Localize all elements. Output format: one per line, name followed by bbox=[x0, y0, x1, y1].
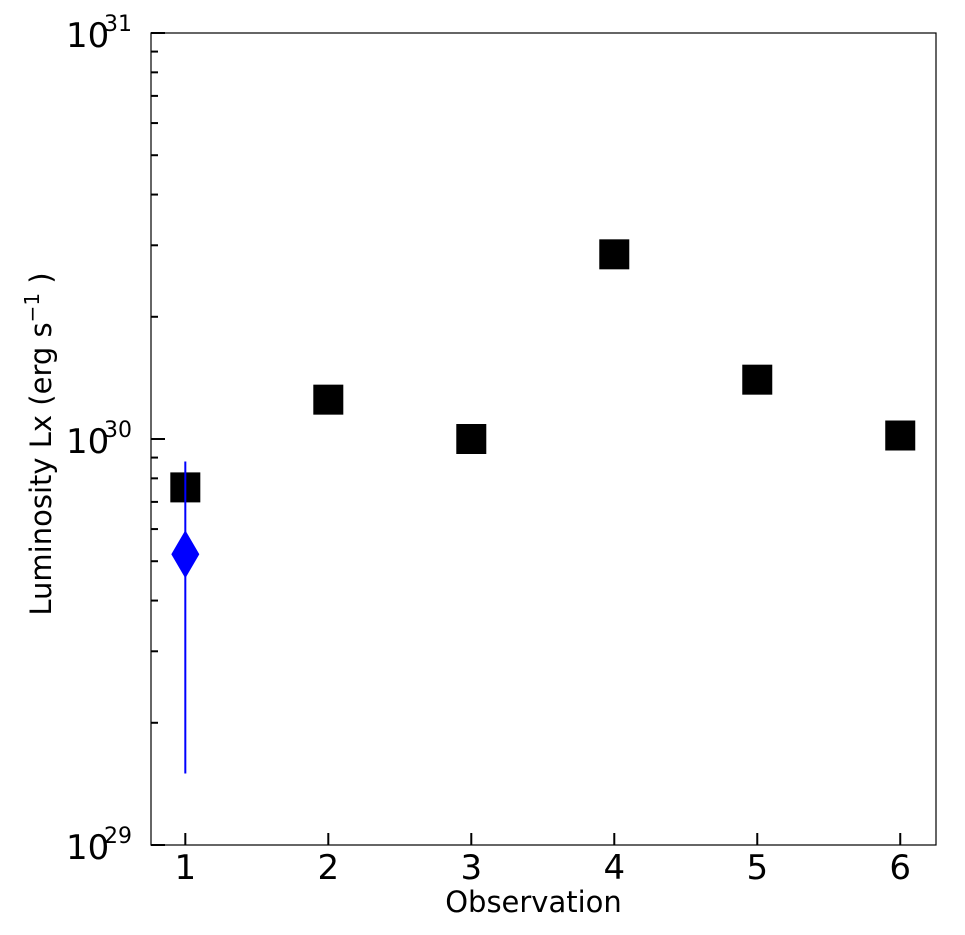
data-point-square bbox=[742, 364, 773, 395]
data-point-square bbox=[456, 424, 487, 454]
y-tick-label-base: 10 bbox=[66, 16, 109, 56]
x-tick-label: 6 bbox=[889, 848, 911, 888]
y-tick-label-exponent: 30 bbox=[104, 418, 132, 443]
y-axis-label-exponent: −1 bbox=[20, 293, 44, 322]
x-tick-label: 4 bbox=[603, 848, 625, 888]
y-axis-label-main: Luminosity Lx (erg s bbox=[24, 322, 58, 615]
data-point-square bbox=[885, 420, 916, 451]
x-axis-label: Observation bbox=[445, 885, 622, 919]
y-axis-label: Luminosity Lx (erg s−1 ) bbox=[20, 272, 58, 615]
x-tick-label: 5 bbox=[746, 848, 768, 888]
x-tick-label: 2 bbox=[317, 848, 339, 888]
data-point-diamond bbox=[171, 530, 200, 579]
data-point-square bbox=[599, 239, 630, 270]
data-point-square bbox=[313, 384, 344, 415]
plot-frame bbox=[150, 32, 937, 846]
y-axis-label-tail: ) bbox=[24, 272, 58, 293]
y-tick-label-exponent: 31 bbox=[104, 12, 132, 37]
data-marks bbox=[170, 239, 916, 774]
y-tick-label-base: 10 bbox=[66, 422, 109, 462]
y-tick-label-exponent: 29 bbox=[104, 824, 132, 849]
y-tick-label-base: 10 bbox=[66, 828, 109, 868]
x-tick-label: 1 bbox=[174, 848, 196, 888]
x-tick-label: 3 bbox=[460, 848, 482, 888]
